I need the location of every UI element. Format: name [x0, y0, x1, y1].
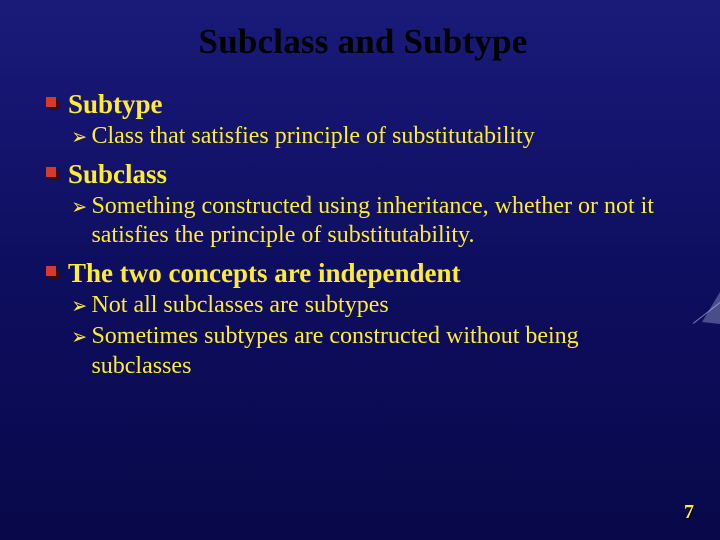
sub-text: Class that satisfies principle of substi…: [91, 122, 534, 151]
page-curl-line: [693, 302, 720, 324]
heading-text: The two concepts are independent: [68, 257, 461, 289]
square-bullet-icon: [46, 97, 59, 110]
square-bullet-icon: [46, 167, 59, 180]
heading-text: Subtype: [68, 88, 163, 120]
page-curl-decoration: [702, 292, 720, 324]
sub-item: ➢ Sometimes subtypes are constructed wit…: [70, 322, 680, 381]
square-bullet-icon: [46, 266, 59, 279]
sub-text: Not all subclasses are subtypes: [91, 291, 388, 320]
page-number: 7: [684, 501, 694, 524]
sub-text: Sometimes subtypes are constructed witho…: [91, 322, 680, 381]
sub-text: Something constructed using inheritance,…: [91, 192, 680, 251]
slide: Subclass and Subtype Subtype ➢ Class tha…: [0, 0, 720, 540]
arrow-bullet-icon: ➢: [71, 194, 87, 220]
slide-title: Subclass and Subtype: [46, 22, 680, 62]
list-item: Subtype: [46, 88, 680, 120]
arrow-bullet-icon: ➢: [71, 293, 87, 319]
arrow-bullet-icon: ➢: [71, 124, 87, 150]
arrow-bullet-icon: ➢: [71, 324, 87, 350]
sub-item: ➢ Something constructed using inheritanc…: [70, 192, 680, 251]
list-item: The two concepts are independent: [46, 257, 680, 289]
heading-text: Subclass: [68, 158, 167, 190]
list-item: Subclass: [46, 158, 680, 190]
sub-item: ➢ Class that satisfies principle of subs…: [70, 122, 680, 151]
sub-item: ➢ Not all subclasses are subtypes: [70, 291, 680, 320]
